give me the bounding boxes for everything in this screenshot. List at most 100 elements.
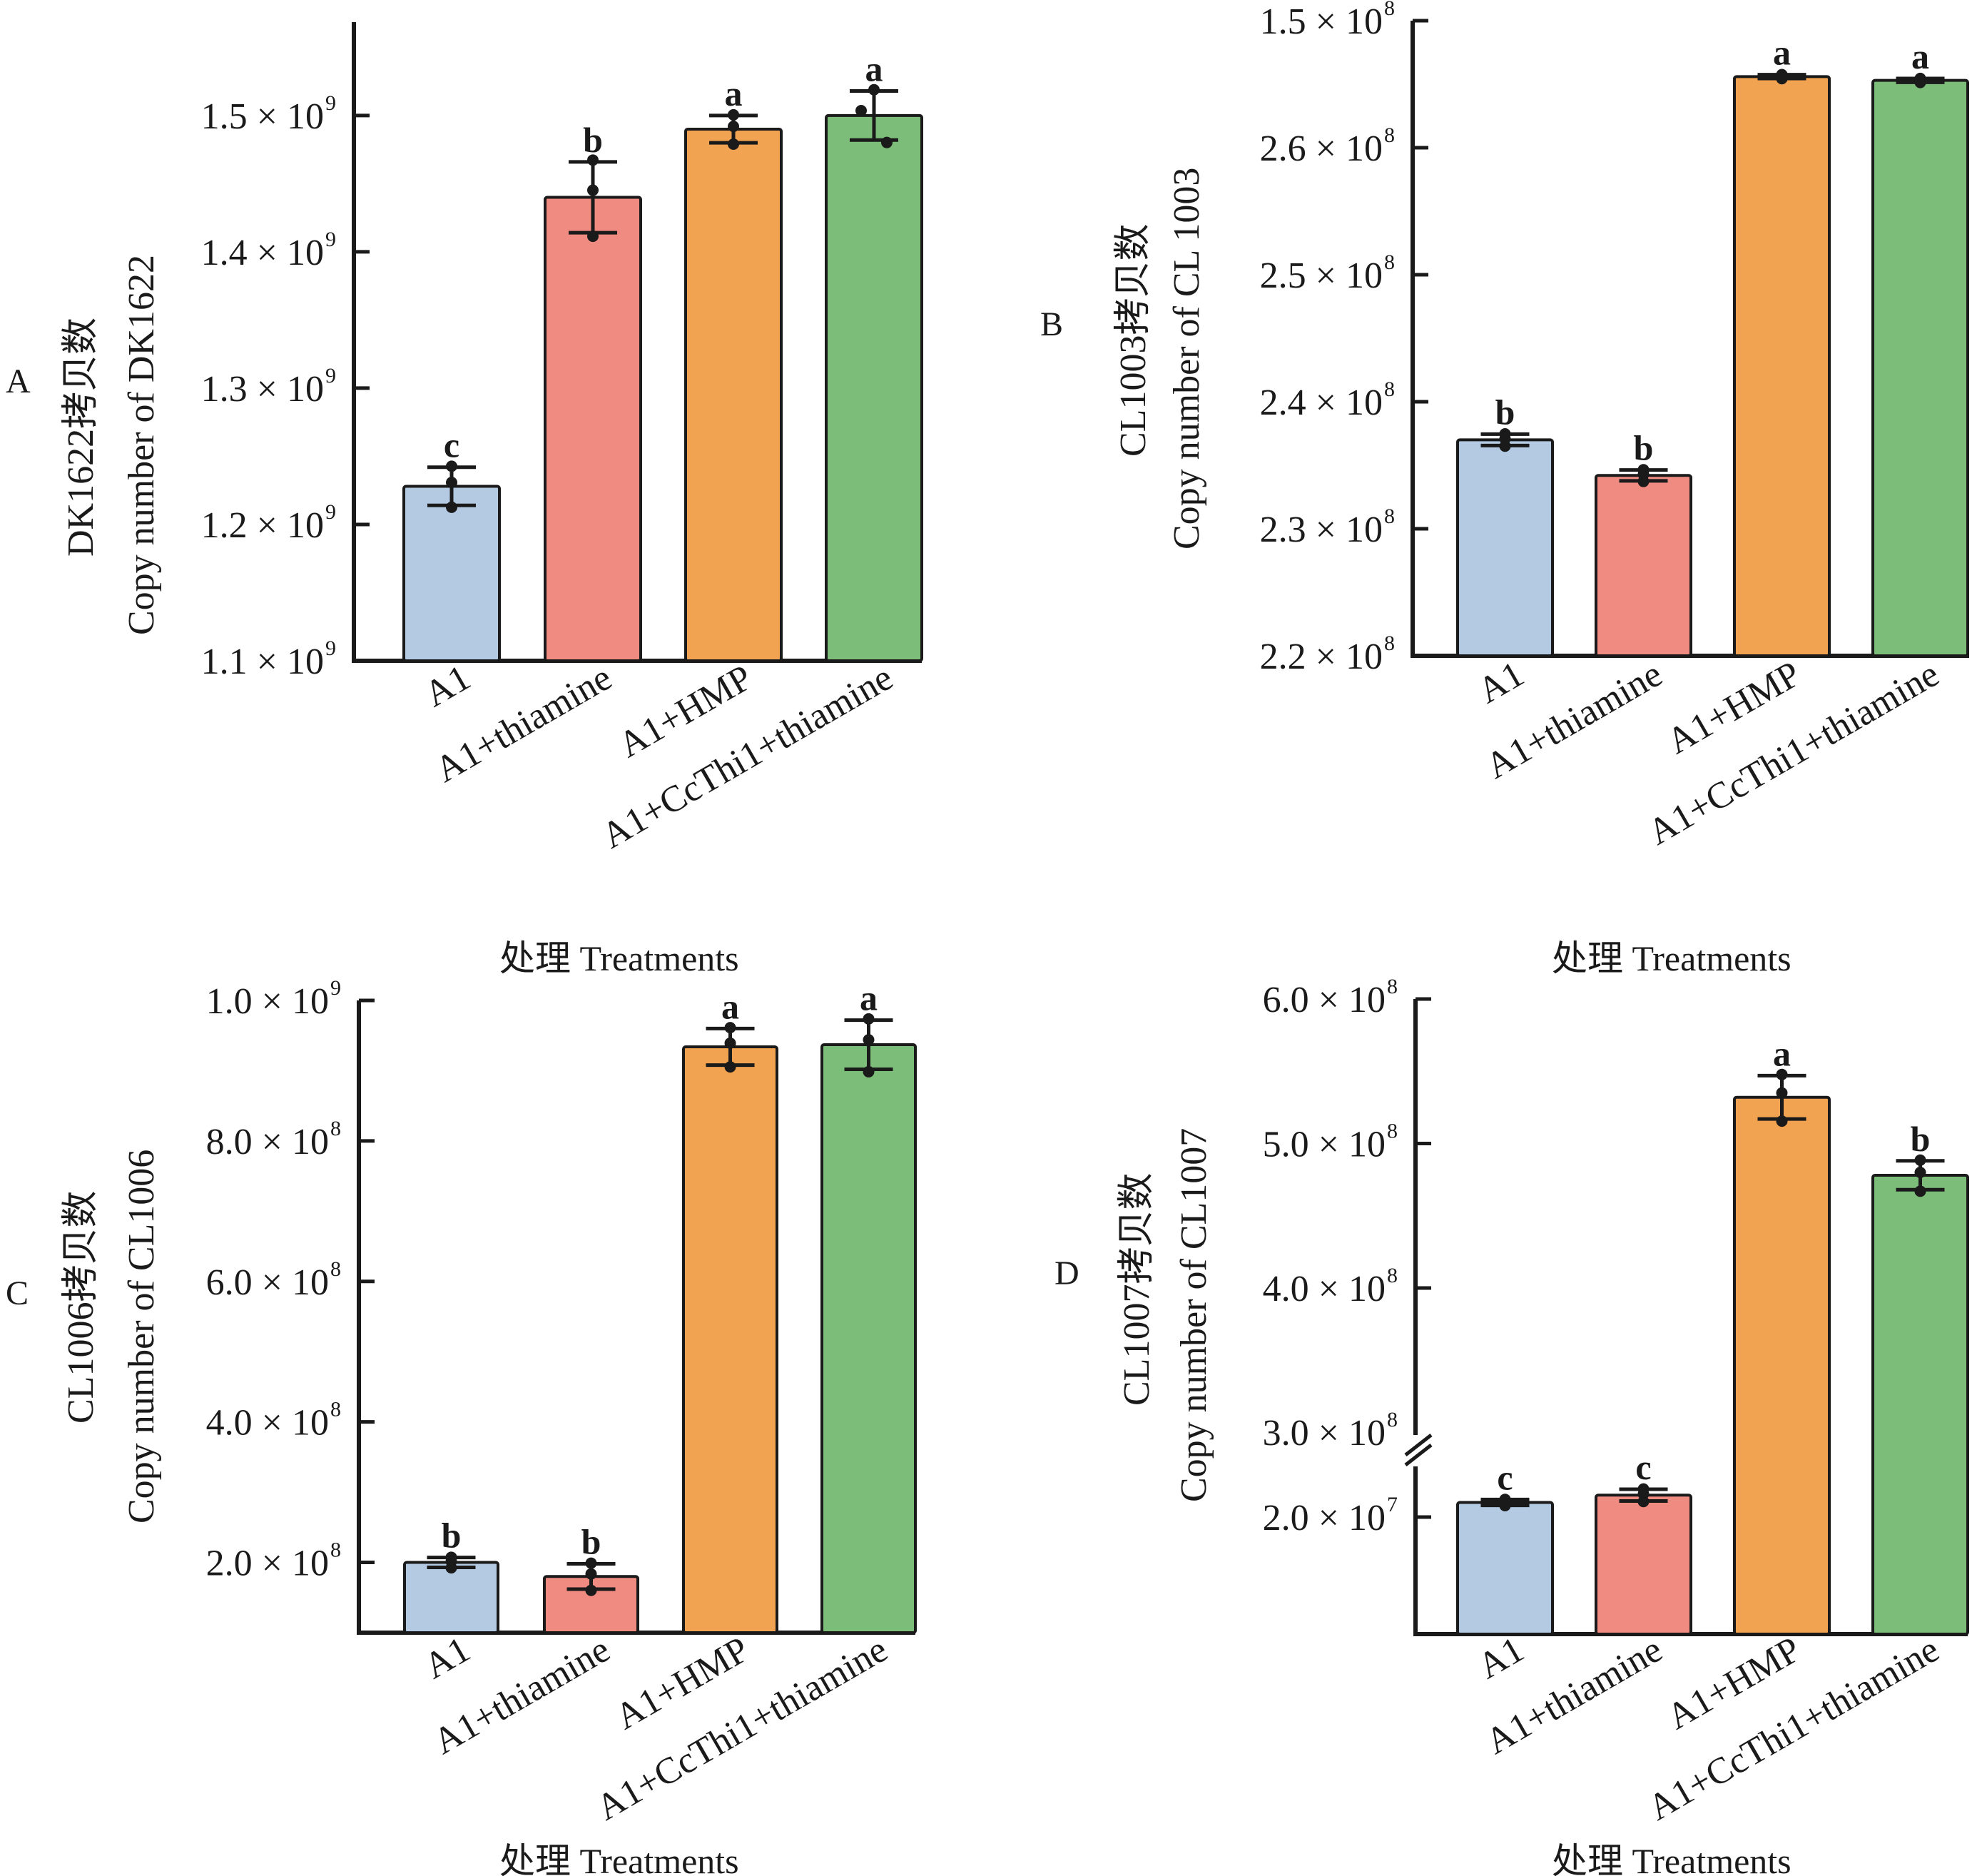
- y-tick-label: 2.4 × 10: [1260, 382, 1383, 423]
- x-axis-title: 处理 Treatments: [499, 938, 739, 978]
- panel-b: B CL1003拷贝数 Copy number of CL 1003 处理 Tr…: [1040, 0, 1969, 978]
- y-tick-exponent: 8: [1384, 0, 1395, 20]
- data-point: [1637, 475, 1650, 487]
- y-axis-title-cn: CL1006拷贝数: [61, 1191, 101, 1424]
- panel-letter: D: [1054, 1254, 1079, 1292]
- y-tick-exponent: 8: [1387, 1120, 1398, 1143]
- y-tick-label: 2.3 × 10: [1260, 509, 1383, 550]
- y-tick-exponent: 8: [1384, 505, 1395, 528]
- x-axis-title: 处理 Treatments: [1552, 938, 1791, 978]
- data-point: [1499, 440, 1511, 452]
- data-point: [728, 138, 739, 150]
- y-axis-title-cn: CL1003拷贝数: [1113, 224, 1154, 457]
- panel-d: D CL1007拷贝数 Copy number of CL1007 处理 Tre…: [1054, 975, 1969, 1876]
- x-tick-label: A1: [1471, 654, 1531, 711]
- y-tick-exponent: 8: [330, 1398, 341, 1421]
- data-point: [868, 83, 880, 96]
- significance-letter: b: [583, 120, 603, 160]
- panel-c: C CL1006拷贝数 Copy number of CL1006 处理 Tre…: [6, 976, 917, 1876]
- x-tick-label: A1: [1471, 1629, 1531, 1687]
- data-point: [1776, 1068, 1788, 1080]
- bar: [1733, 1095, 1831, 1636]
- data-point: [446, 501, 457, 513]
- y-tick-label: 3.0 × 10: [1263, 1413, 1386, 1454]
- y-tick-label: 1.4 × 10: [201, 233, 324, 273]
- data-point: [728, 108, 739, 121]
- y-tick-exponent: 8: [330, 1257, 341, 1281]
- y-tick-label: 1.5 × 10: [1260, 1, 1383, 42]
- y-tick-label: 8.0 × 10: [206, 1122, 329, 1162]
- y-tick-exponent: 8: [1387, 1408, 1398, 1431]
- y-axis-title-en: Copy number of CL1006: [121, 1150, 162, 1523]
- y-tick-label: 1.2 × 10: [201, 505, 324, 546]
- significance-letter: a: [865, 49, 883, 88]
- y-tick-label: 6.0 × 10: [1263, 980, 1386, 1020]
- data-point: [1776, 73, 1788, 85]
- panel-a: A DK1622拷贝数 Copy number of DK1622 处理 Tre…: [6, 22, 923, 978]
- data-point: [728, 121, 739, 133]
- y-tick-label: 1.5 × 10: [201, 96, 324, 137]
- data-point: [1499, 1500, 1511, 1512]
- data-point: [446, 477, 457, 489]
- significance-letter: a: [860, 978, 878, 1018]
- y-tick-label: 1.3 × 10: [201, 369, 324, 410]
- y-tick-label: 5.0 × 10: [1263, 1125, 1386, 1165]
- y-tick-exponent: 8: [330, 1538, 341, 1562]
- y-tick-exponent: 9: [325, 364, 336, 387]
- significance-letter: b: [442, 1516, 462, 1556]
- panel-letter: B: [1040, 305, 1063, 343]
- bar: [1456, 1501, 1554, 1636]
- bar: [1595, 1494, 1692, 1636]
- significance-letter: c: [444, 425, 459, 465]
- y-axis-title-en: Copy number of DK1622: [121, 255, 162, 635]
- y-tick-label: 2.0 × 10: [1263, 1498, 1386, 1538]
- y-tick-label: 4.0 × 10: [1263, 1269, 1386, 1309]
- significance-letter: a: [725, 73, 743, 113]
- data-point: [881, 136, 893, 148]
- bar: [1871, 78, 1969, 658]
- data-point: [587, 154, 599, 166]
- x-tick-label: A1: [417, 657, 477, 715]
- significance-letter: b: [1634, 428, 1654, 468]
- bar: [820, 1043, 917, 1634]
- x-axis-title: 处理 Treatments: [499, 1841, 739, 1876]
- y-tick-exponent: 8: [1384, 250, 1395, 274]
- y-tick-label: 2.5 × 10: [1260, 255, 1383, 296]
- data-point: [855, 104, 867, 116]
- y-axis-title-cn: CL1007拷贝数: [1117, 1173, 1157, 1406]
- bar: [1871, 1174, 1969, 1636]
- y-tick-label: 1.1 × 10: [201, 642, 324, 682]
- data-point: [724, 1022, 736, 1034]
- panel-letter: A: [6, 362, 31, 400]
- plot-area: 2.0 × 10 73.0 × 10 84.0 × 10 85.0 × 10 86.0 …: [1263, 975, 1969, 1828]
- data-point: [585, 1584, 597, 1596]
- bar: [684, 127, 783, 662]
- y-axis-title-en: Copy number of CL1007: [1174, 1128, 1214, 1502]
- significance-letter: b: [1911, 1119, 1931, 1159]
- y-tick-exponent: 9: [325, 228, 336, 251]
- y-tick-exponent: 7: [1387, 1493, 1398, 1516]
- data-point: [863, 1065, 875, 1078]
- y-tick-label: 6.0 × 10: [206, 1262, 329, 1303]
- y-tick-label: 2.6 × 10: [1260, 128, 1383, 169]
- y-tick-exponent: 8: [1384, 632, 1395, 655]
- significance-letter: a: [1911, 36, 1929, 76]
- bar: [825, 113, 923, 663]
- data-point: [585, 1568, 597, 1580]
- bar: [1456, 438, 1554, 658]
- data-point: [724, 1037, 736, 1049]
- data-point: [1914, 1167, 1926, 1178]
- y-axis-title-en: Copy number of CL 1003: [1167, 168, 1207, 549]
- y-tick-exponent: 8: [1387, 1264, 1398, 1287]
- y-tick-exponent: 9: [325, 637, 336, 660]
- significance-letter: c: [1497, 1457, 1513, 1497]
- data-point: [446, 460, 457, 472]
- y-tick-exponent: 9: [325, 91, 336, 115]
- data-point: [587, 230, 599, 243]
- data-point: [1914, 1154, 1926, 1166]
- y-tick-label: 2.2 × 10: [1260, 637, 1383, 677]
- data-point: [1637, 1496, 1650, 1508]
- data-point: [1776, 1115, 1788, 1127]
- y-tick-label: 2.0 × 10: [206, 1543, 329, 1584]
- data-point: [863, 1034, 875, 1046]
